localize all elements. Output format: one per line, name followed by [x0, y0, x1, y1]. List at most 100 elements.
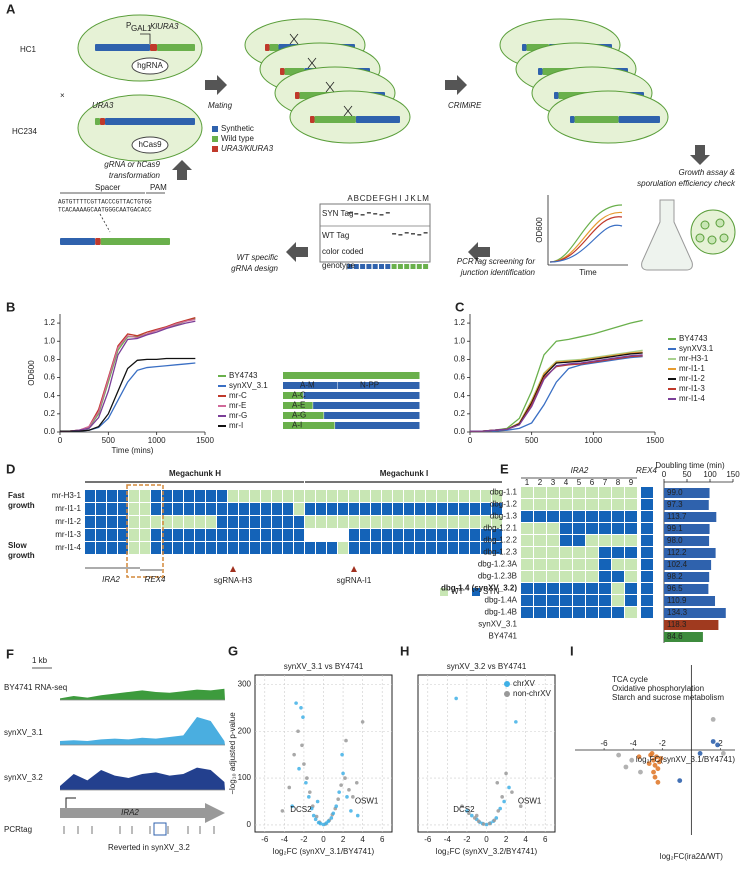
genotype-cell — [448, 503, 458, 515]
point — [697, 751, 703, 756]
genotype-cell — [481, 542, 491, 554]
label: HC234 — [12, 127, 37, 136]
genotype-cell — [573, 499, 585, 510]
point — [484, 822, 489, 827]
genotype-cell — [521, 535, 533, 546]
y-tick-label: 0.8 — [454, 354, 466, 363]
genotype-cell — [173, 529, 183, 541]
genotype-cell — [162, 529, 172, 541]
genotype-cell — [521, 571, 533, 582]
genotype-cell — [151, 503, 161, 515]
point — [326, 819, 331, 824]
highlight-box — [126, 484, 164, 578]
genotype-cell — [250, 490, 260, 502]
bar — [664, 608, 726, 618]
point — [354, 780, 359, 785]
genotype-cell — [641, 499, 653, 510]
gel-band — [398, 234, 403, 236]
point — [347, 788, 351, 792]
legend-label: Wild type — [221, 134, 254, 143]
genotype-cell — [173, 490, 183, 502]
genotype-cell — [173, 542, 183, 554]
scissor — [289, 33, 299, 45]
point — [652, 762, 658, 768]
track-label: synXV_3.1 — [4, 728, 43, 737]
point — [658, 756, 664, 761]
cell — [77, 94, 203, 162]
genotype-cell — [625, 511, 637, 522]
y-tick-label: 0 — [247, 820, 252, 829]
genotype-cell — [560, 547, 572, 558]
coverage-track — [60, 767, 225, 790]
point — [351, 795, 355, 799]
genotype-cell — [195, 529, 205, 541]
genotype-cell — [426, 490, 436, 502]
point — [710, 717, 716, 722]
genotype-cell — [547, 559, 559, 570]
genotype-cell — [382, 542, 392, 554]
genotype-cell — [107, 529, 117, 541]
genotype-cell — [151, 516, 161, 528]
bar — [664, 560, 712, 570]
genotype-square — [410, 264, 416, 269]
genotype-cell — [85, 529, 95, 541]
genotype-cell — [250, 503, 260, 515]
genotype-cell — [184, 490, 194, 502]
genotype-label: A-C — [292, 391, 306, 400]
genotype-cell — [437, 490, 447, 502]
y-tick-label: 200 — [238, 726, 252, 735]
genotype-cell — [521, 487, 533, 498]
genotype-cell — [586, 523, 598, 534]
genotype-cell — [547, 547, 559, 558]
genotype-cell — [382, 516, 392, 528]
genotype-cell — [599, 571, 611, 582]
point — [474, 813, 479, 818]
row-label: dbg-1.4B — [485, 608, 517, 617]
genotype-cell — [534, 511, 546, 522]
row-label: dbg-1.4A — [485, 596, 518, 605]
genotype-cell — [316, 503, 326, 515]
genotype-cell — [470, 529, 480, 541]
point — [629, 757, 635, 763]
genotype-square — [379, 264, 384, 269]
genotype-cell — [294, 529, 304, 541]
megachunk-label: Megachunk H — [169, 469, 221, 478]
x-tick-label: 50 — [683, 470, 692, 479]
genotype-cell — [217, 503, 227, 515]
genotype-cell — [426, 516, 436, 528]
genotype-cell — [612, 595, 624, 606]
x-tick-label: 500 — [525, 436, 539, 445]
label: hCas9 — [138, 140, 162, 149]
x-tick-label: 2 — [341, 835, 346, 844]
point — [481, 822, 486, 826]
genotype-cell — [217, 542, 227, 554]
arrow — [445, 75, 467, 95]
point — [304, 780, 308, 785]
genotype-cell — [96, 516, 106, 528]
genotype-bar — [283, 382, 338, 389]
gel-band — [417, 234, 422, 236]
genotype-cell — [96, 503, 106, 515]
chromosome-segment — [100, 118, 105, 125]
genotype-cell — [641, 595, 653, 606]
x-tick-label: -2 — [659, 739, 667, 748]
genotype-cell — [140, 490, 150, 502]
label: WT specific — [237, 253, 278, 262]
group-label: Slow — [8, 541, 27, 550]
legend-swatch — [504, 681, 510, 687]
x-tick-label: 0 — [484, 835, 489, 844]
column-label: 9 — [629, 478, 634, 487]
genotype-cell — [327, 503, 337, 515]
genotype-cell — [547, 595, 559, 606]
legend-label: non-chrXV — [513, 689, 551, 698]
y-tick-label: 1.2 — [44, 318, 56, 327]
genotype-cell — [534, 595, 546, 606]
genotype-cell — [85, 490, 95, 502]
genotype-cell — [404, 490, 414, 502]
genotype-cell — [272, 516, 282, 528]
label: L — [417, 194, 422, 203]
genotype-cell — [599, 559, 611, 570]
track-label: synXV_3.2 — [4, 773, 43, 782]
annotation: DCS2 — [290, 805, 312, 814]
genotype-cell — [349, 490, 359, 502]
